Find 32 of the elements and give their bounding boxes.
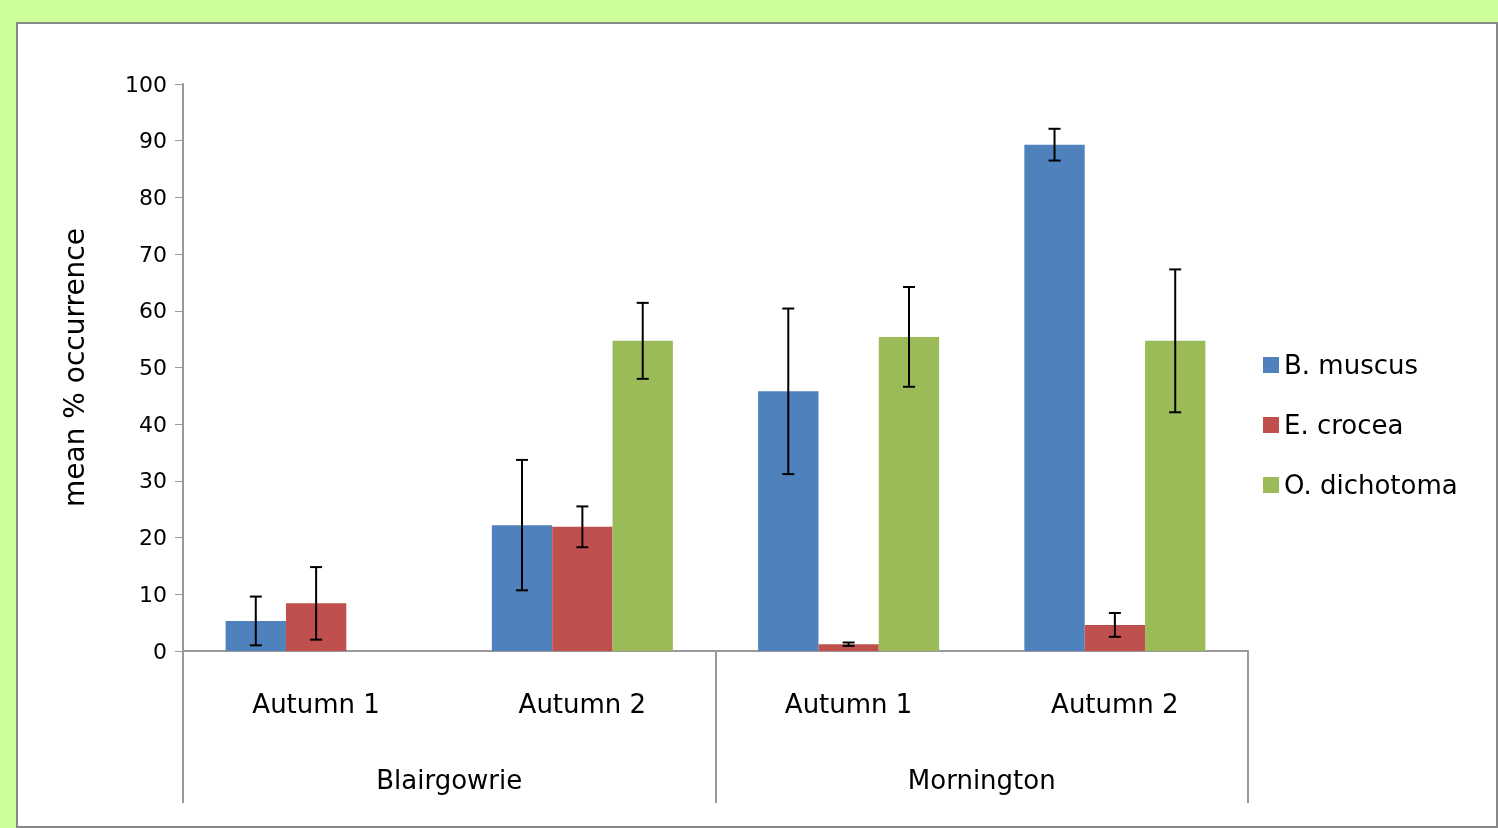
y-tick-label: 100 [125, 71, 167, 97]
y-tick-label: 90 [139, 128, 167, 154]
y-tick-label: 50 [139, 355, 167, 380]
legend-label: B. muscus [1284, 350, 1419, 380]
bar [285, 603, 347, 651]
y-tick-label: 20 [139, 525, 167, 551]
bar [758, 391, 819, 651]
text: Blairgowrie [376, 765, 523, 795]
y-tick-label: 40 [139, 411, 167, 437]
legend-label: O. dichotoma [1284, 470, 1458, 500]
y-tick-label: 10 [139, 581, 167, 607]
y-tick-label: 30 [139, 468, 167, 494]
x-tick-label: Autumn 2 [1051, 689, 1179, 719]
bar [225, 620, 286, 651]
legend-label: E. crocea [1284, 410, 1404, 440]
y-tick-label: 60 [139, 298, 167, 324]
bar [878, 336, 940, 651]
x-tick-label: Autumn 1 [784, 689, 913, 719]
bar [1024, 144, 1085, 651]
bar [1145, 340, 1206, 651]
bar [818, 644, 879, 651]
x-tick-label: Autumn 1 [252, 689, 380, 719]
y-axis-title: mean % occurrence [57, 228, 91, 507]
y-tick-label: 0 [153, 638, 167, 664]
text: Mornington [907, 765, 1056, 795]
y-tick-label: 80 [139, 184, 167, 210]
bar [491, 525, 553, 651]
y-tick-label: 70 [139, 241, 167, 267]
x-tick-label: Autumn 2 [518, 689, 647, 719]
bar [1084, 624, 1146, 651]
bar [612, 340, 673, 651]
bar [552, 526, 613, 651]
